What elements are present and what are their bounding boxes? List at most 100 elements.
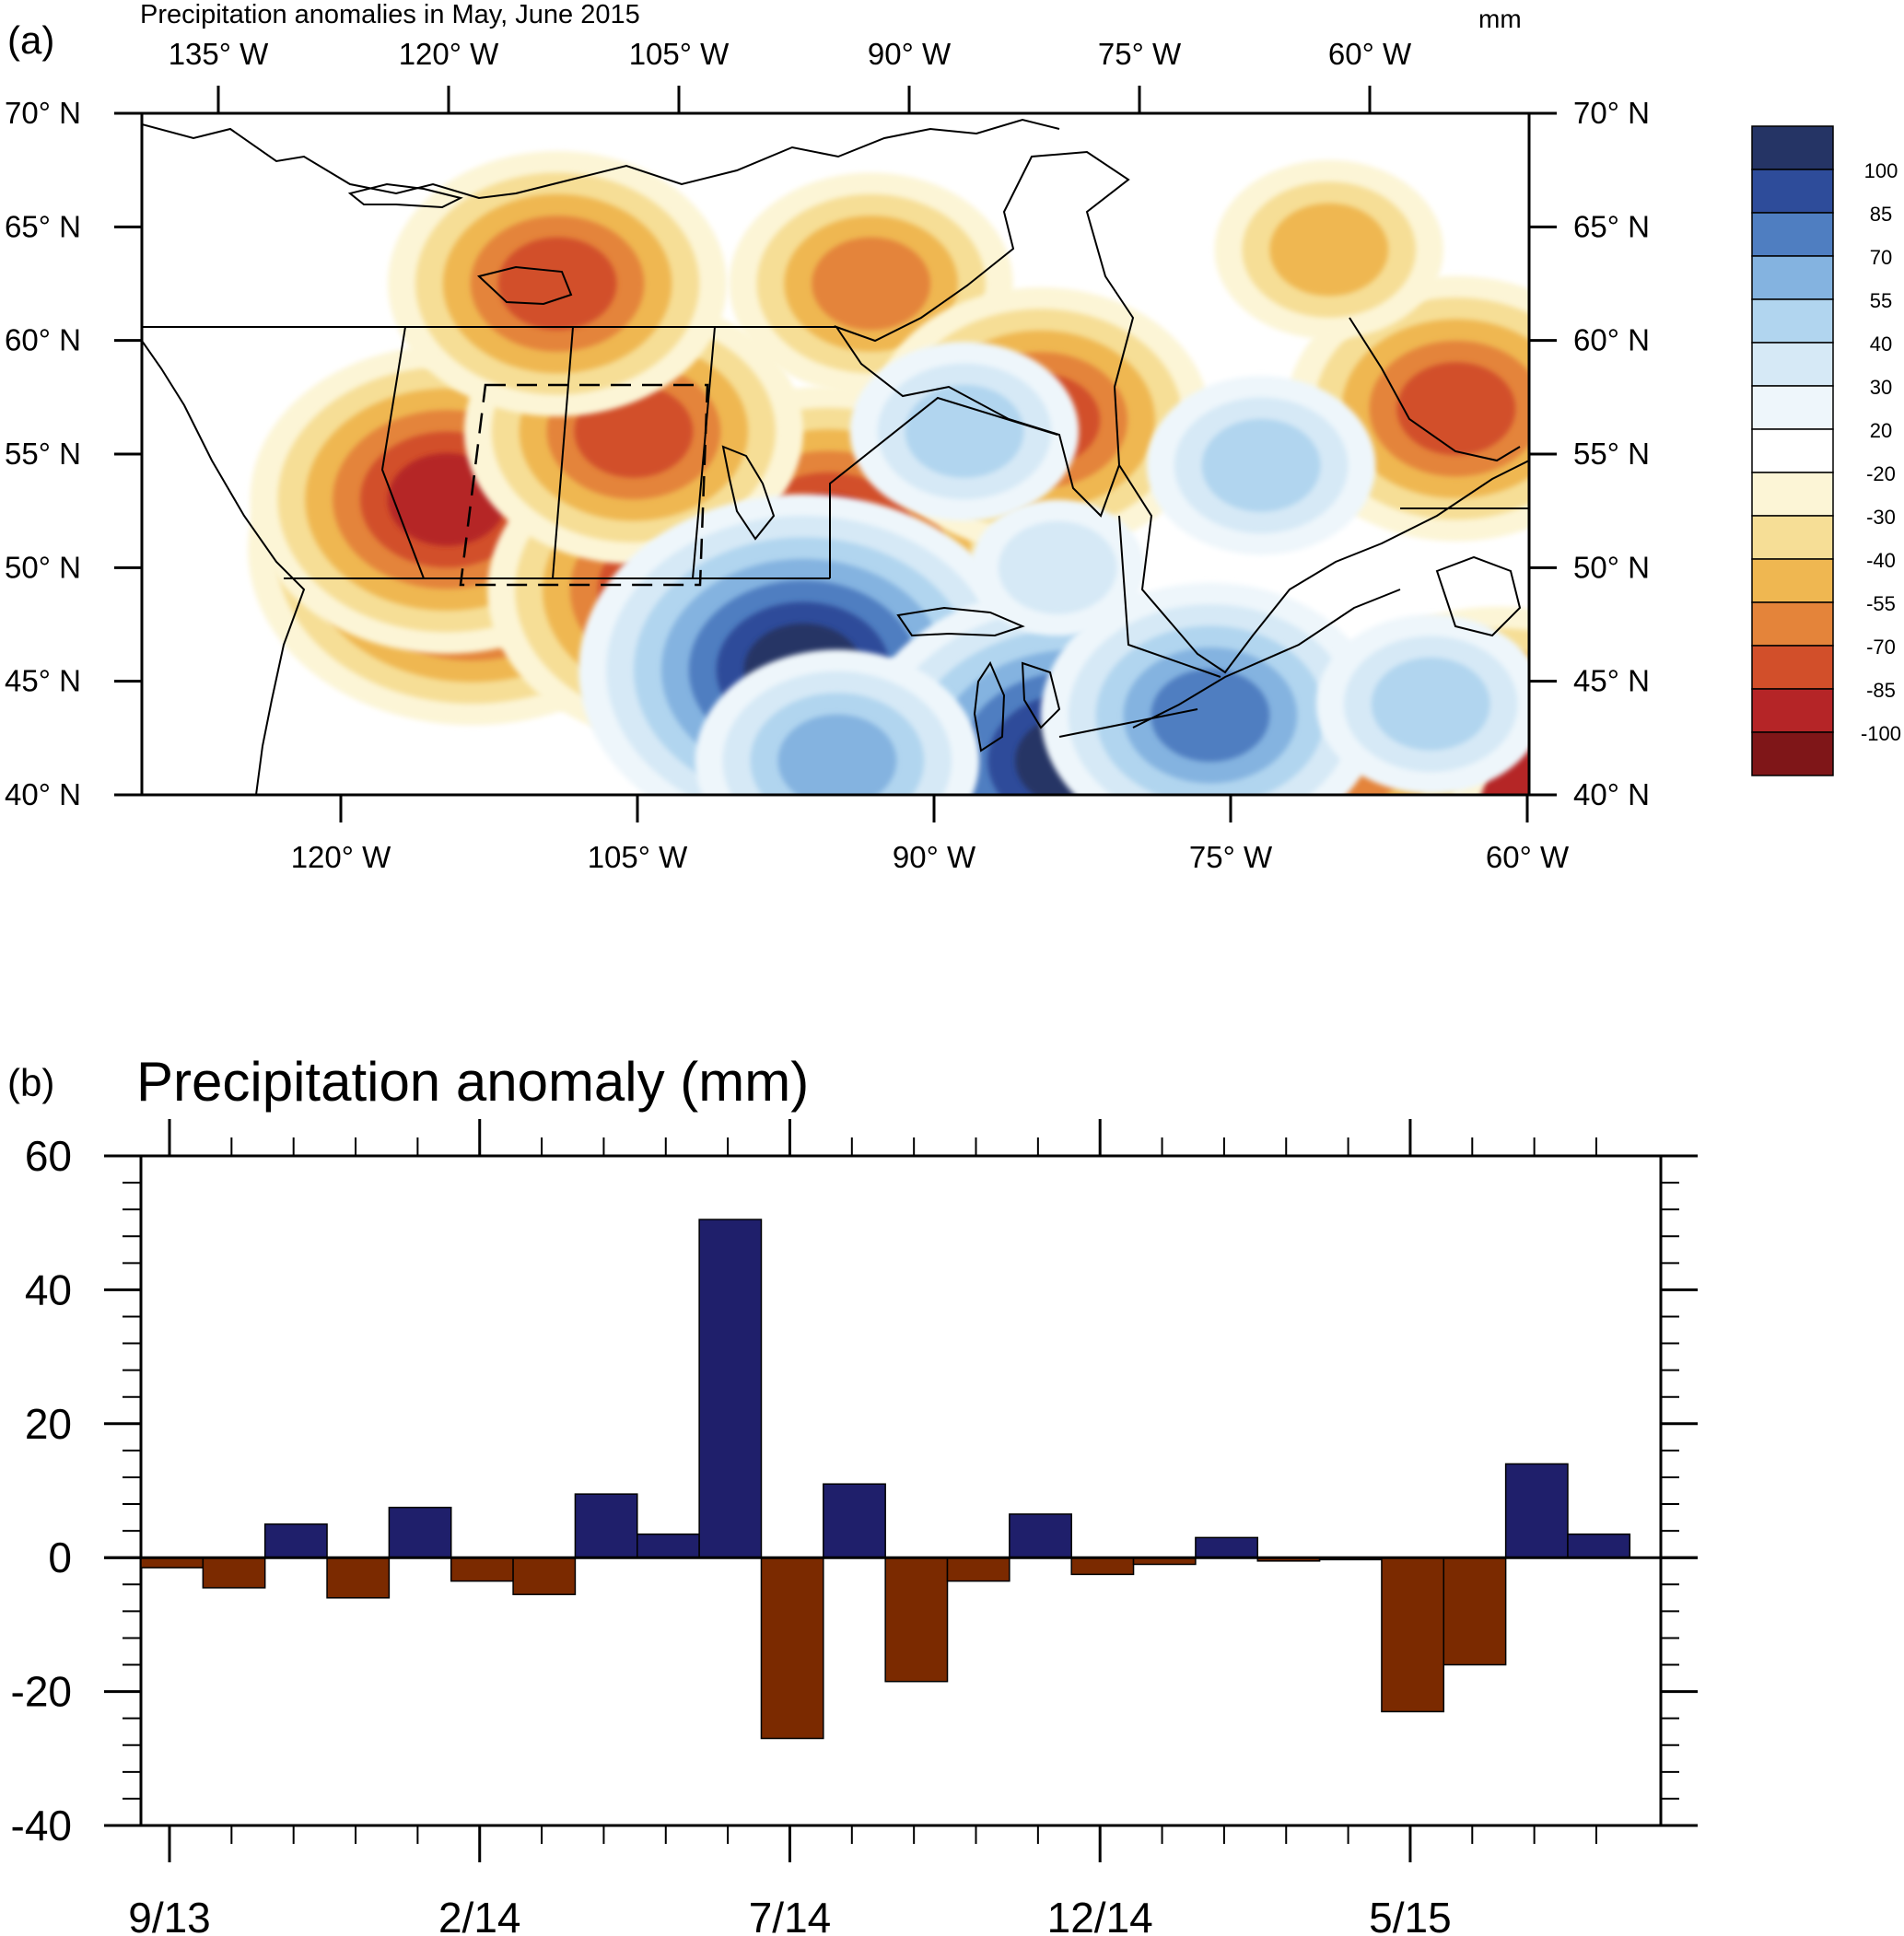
colorbar-label: -20 bbox=[1866, 462, 1896, 485]
lake-superior bbox=[896, 606, 1025, 637]
bar bbox=[512, 1557, 577, 1595]
colorbar-swatch bbox=[1751, 385, 1834, 430]
lat-label-left: 55° N bbox=[5, 437, 81, 471]
colorbar-label: -40 bbox=[1866, 549, 1896, 572]
colorbar-swatch bbox=[1751, 298, 1834, 344]
colorbar-swatch bbox=[1751, 428, 1834, 473]
colorbar-label: -30 bbox=[1866, 506, 1896, 529]
colorbar-swatch bbox=[1751, 125, 1834, 170]
lat-label-right: 65° N bbox=[1573, 209, 1650, 243]
colorbar: 100 85 70 55 40 30 20 -20 -30 -40 -55 -70 -85 -100 bbox=[1751, 125, 1901, 776]
colorbar-label: 100 bbox=[1864, 159, 1898, 182]
bar bbox=[1567, 1534, 1631, 1558]
colorbar-label: 30 bbox=[1870, 376, 1892, 399]
lat-label-left: 50° N bbox=[5, 550, 81, 584]
west-coast bbox=[142, 340, 306, 795]
anomaly-contour bbox=[1371, 657, 1490, 751]
lat-label-left: 65° N bbox=[5, 209, 81, 243]
lat-label-left: 45° N bbox=[5, 664, 81, 698]
colorbar-label: 85 bbox=[1870, 203, 1892, 226]
alberta-bc-border bbox=[380, 326, 425, 579]
colorbar-label: 55 bbox=[1870, 289, 1892, 312]
colorbar-swatch bbox=[1751, 472, 1834, 517]
map-axes: 40° N 40° N 45° N 45° N 50° N 50° N 55° N 55° N… bbox=[5, 37, 1650, 874]
lon-label-top: 135° W bbox=[169, 37, 269, 71]
st-lawrence bbox=[1132, 589, 1401, 729]
colorbar-swatch bbox=[1751, 169, 1834, 214]
colorbar-swatch bbox=[1751, 645, 1834, 690]
y-tick-label: -40 bbox=[11, 1802, 72, 1849]
colorbar-label: 20 bbox=[1870, 419, 1892, 442]
colorbar-label: -85 bbox=[1866, 679, 1896, 702]
lon-label-top: 90° W bbox=[868, 37, 952, 71]
x-tick-label: 12/14 bbox=[1047, 1894, 1153, 1936]
map-outlines bbox=[142, 118, 1529, 795]
bar bbox=[140, 1557, 204, 1569]
y-tick-label: 20 bbox=[25, 1400, 72, 1448]
colorbar-label: 40 bbox=[1870, 332, 1892, 356]
anomaly-contour bbox=[497, 237, 617, 331]
x-tick-label: 2/14 bbox=[438, 1894, 521, 1936]
anomaly-contour bbox=[998, 520, 1117, 614]
map-title: Precipitation anomalies in May, June 201… bbox=[140, 0, 640, 29]
bar bbox=[823, 1483, 886, 1558]
map-area bbox=[142, 113, 1529, 795]
lon-label-top: 75° W bbox=[1098, 37, 1182, 71]
y-tick-label: 0 bbox=[48, 1534, 72, 1581]
lon-label-top: 120° W bbox=[399, 37, 499, 71]
hudson-bay-coast bbox=[834, 150, 1135, 518]
bar bbox=[263, 1523, 328, 1558]
newfoundland bbox=[1435, 555, 1522, 637]
anomaly-contour bbox=[1269, 203, 1389, 297]
lon-label-bottom: 60° W bbox=[1486, 840, 1570, 874]
great-bear-lake bbox=[476, 265, 573, 306]
panel-b-label: (b) bbox=[7, 1061, 54, 1104]
colorbar-label: -100 bbox=[1861, 722, 1901, 745]
bar bbox=[326, 1557, 391, 1599]
lat-label-left: 60° N bbox=[5, 323, 81, 357]
y-tick-label: -20 bbox=[11, 1668, 72, 1716]
sask-manitoba-border bbox=[692, 326, 716, 579]
panel-a: (a) Precipitation anomalies in May, June… bbox=[5, 0, 1901, 874]
colorbar-label: -55 bbox=[1866, 592, 1896, 615]
colorbar-swatch bbox=[1751, 731, 1834, 776]
bar bbox=[1009, 1513, 1072, 1558]
lat-label-right: 60° N bbox=[1573, 323, 1650, 357]
anomaly-contour bbox=[777, 714, 897, 795]
lat-label-left: 70° N bbox=[5, 96, 81, 130]
lat-label-right: 40° N bbox=[1573, 777, 1650, 811]
alberta-sask-border bbox=[552, 326, 574, 579]
lon-label-bottom: 120° W bbox=[291, 840, 391, 874]
arctic-coast bbox=[142, 118, 1060, 200]
anomaly-contour bbox=[812, 237, 931, 331]
bar bbox=[1443, 1557, 1507, 1666]
colorbar-swatch bbox=[1751, 342, 1834, 387]
lat-label-right: 45° N bbox=[1573, 664, 1650, 698]
panel-a-label: (a) bbox=[7, 18, 54, 62]
colorbar-swatch bbox=[1751, 212, 1834, 257]
colorbar-label: -70 bbox=[1866, 636, 1896, 659]
bar bbox=[1504, 1463, 1569, 1558]
bar bbox=[760, 1557, 824, 1740]
lake-erie-ontario bbox=[1058, 708, 1198, 738]
anomaly-contour bbox=[1151, 669, 1270, 763]
lat-label-right: 70° N bbox=[1573, 96, 1650, 130]
bar-plot: -40 -20 0 20 40 60 9/13 2/14 7/14 12/14 5/15 bbox=[11, 1119, 1698, 1936]
lake-winnipeg bbox=[721, 445, 776, 541]
labrador-coast bbox=[1349, 317, 1521, 462]
study-region-box bbox=[459, 383, 709, 587]
anomaly-field bbox=[248, 151, 1529, 795]
bar-chart-title: Precipitation anomaly (mm) bbox=[136, 1051, 809, 1113]
map-units-label: mm bbox=[1478, 5, 1522, 33]
bar bbox=[884, 1557, 949, 1683]
bar bbox=[388, 1506, 452, 1558]
bar bbox=[1381, 1557, 1445, 1713]
lon-label-bottom: 105° W bbox=[588, 840, 688, 874]
anomaly-contour bbox=[1396, 362, 1516, 456]
lon-label-bottom: 75° W bbox=[1189, 840, 1273, 874]
y-tick-label: 40 bbox=[25, 1265, 72, 1313]
colorbar-swatch bbox=[1751, 601, 1834, 647]
lon-label-top: 60° W bbox=[1328, 37, 1412, 71]
bar bbox=[450, 1557, 514, 1582]
